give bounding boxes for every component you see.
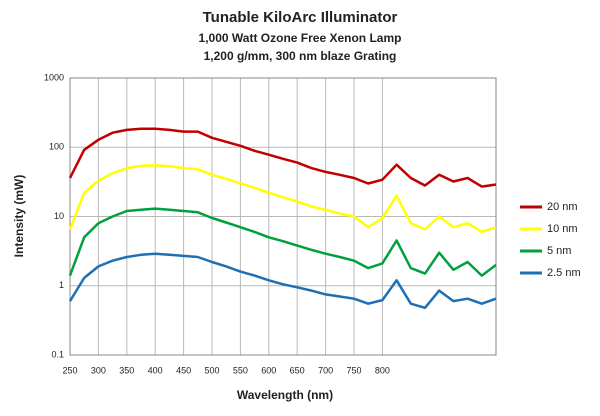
- chart-title: Tunable KiloArc Illuminator: [203, 9, 398, 26]
- series-line: [68, 163, 497, 234]
- plot-frame: [69, 77, 497, 356]
- y-tick-label: 100: [49, 142, 64, 152]
- x-tick-label: 250: [62, 365, 77, 375]
- x-tick-label: 600: [261, 365, 276, 375]
- y-tick-label: 10: [54, 211, 64, 221]
- x-tick-label: 500: [204, 365, 219, 375]
- x-axis-label: Wavelength (nm): [237, 388, 333, 402]
- x-tick-label: 450: [176, 365, 191, 375]
- x-tick-label: 750: [346, 365, 361, 375]
- y-tick-label: 0.1: [51, 349, 64, 359]
- x-tick-label: 400: [148, 365, 163, 375]
- x-tick-label: 700: [318, 365, 333, 375]
- series-line: [68, 207, 497, 277]
- chart-subtitle: 1,200 g/mm, 300 nm blaze Grating: [204, 49, 397, 63]
- legend-label: 5 nm: [547, 245, 571, 257]
- legend-label: 2.5 nm: [547, 267, 581, 279]
- x-tick-label: 350: [119, 365, 134, 375]
- series-line: [68, 252, 497, 310]
- y-tick-label: 1: [59, 280, 64, 290]
- x-tick-label: 300: [91, 365, 106, 375]
- y-axis-label: Intensity (mW): [12, 175, 26, 258]
- x-tick-label: 650: [290, 365, 305, 375]
- chart-subtitle: 1,000 Watt Ozone Free Xenon Lamp: [199, 31, 402, 45]
- x-tick-label: 550: [233, 365, 248, 375]
- y-tick-label: 1000: [44, 72, 64, 82]
- legend-label: 20 nm: [547, 201, 578, 213]
- x-tick-label: 800: [375, 365, 390, 375]
- series-line: [68, 127, 497, 188]
- legend-label: 10 nm: [547, 223, 578, 235]
